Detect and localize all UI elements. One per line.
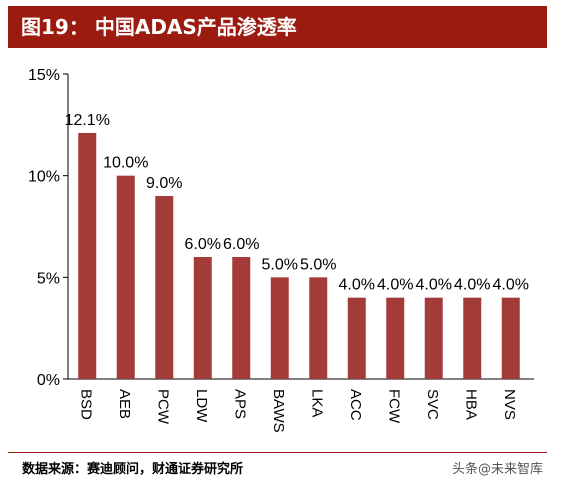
data-label: 4.0% [377,277,413,294]
y-tick-label: 10% [28,169,60,186]
data-label: 4.0% [416,277,452,294]
chart-title: 中国ADAS产品渗透率 [94,15,297,39]
y-tick-label: 15% [28,67,60,84]
bar-chart: 0% 5% 10% 15% 12.1% BSD 10.0% AEB 9.0% PCW 6.0% LDW… [28,67,534,433]
category-label: LKA [308,389,325,417]
bar [463,297,482,379]
bar [116,175,135,379]
data-label: 4.0% [454,277,490,294]
category-label: FCW [385,389,402,424]
bar [193,257,212,379]
data-label: 5.0% [262,256,298,273]
footer-divider [8,452,547,453]
source-note: 数据来源：赛迪顾问，财通证券研究所 [22,462,244,477]
category-label: PCW [154,389,171,425]
data-label: 6.0% [223,236,259,253]
category-label: ACC [347,389,364,421]
bar [155,196,174,379]
bar [78,132,97,379]
y-tick-label: 0% [37,372,60,389]
bar [347,297,366,379]
data-label: 10.0% [103,155,148,172]
data-label: 12.1% [65,112,110,129]
y-tick-label: 5% [37,270,60,287]
data-label: 5.0% [300,256,336,273]
watermark: 头条@未来智库 [452,462,544,477]
category-label: AEB [116,389,133,419]
data-label: 6.0% [185,236,221,253]
bar [270,277,289,379]
bar [232,257,251,379]
bar [309,277,328,379]
category-label: BSD [77,389,94,420]
category-label: BAWS [270,389,287,433]
category-label: LDW [193,389,210,423]
bar [424,297,443,379]
figure-header: 图19： 中国ADAS产品渗透率 [8,6,547,48]
bar [386,297,405,379]
category-label: APS [231,389,248,419]
data-label: 4.0% [339,277,375,294]
data-label: 9.0% [146,175,182,192]
bar [501,297,520,379]
figure-label: 图19： [21,15,89,39]
data-label: 4.0% [493,277,529,294]
category-label: SVC [424,389,441,420]
category-label: NVS [501,389,518,420]
category-label: HBA [462,389,479,420]
